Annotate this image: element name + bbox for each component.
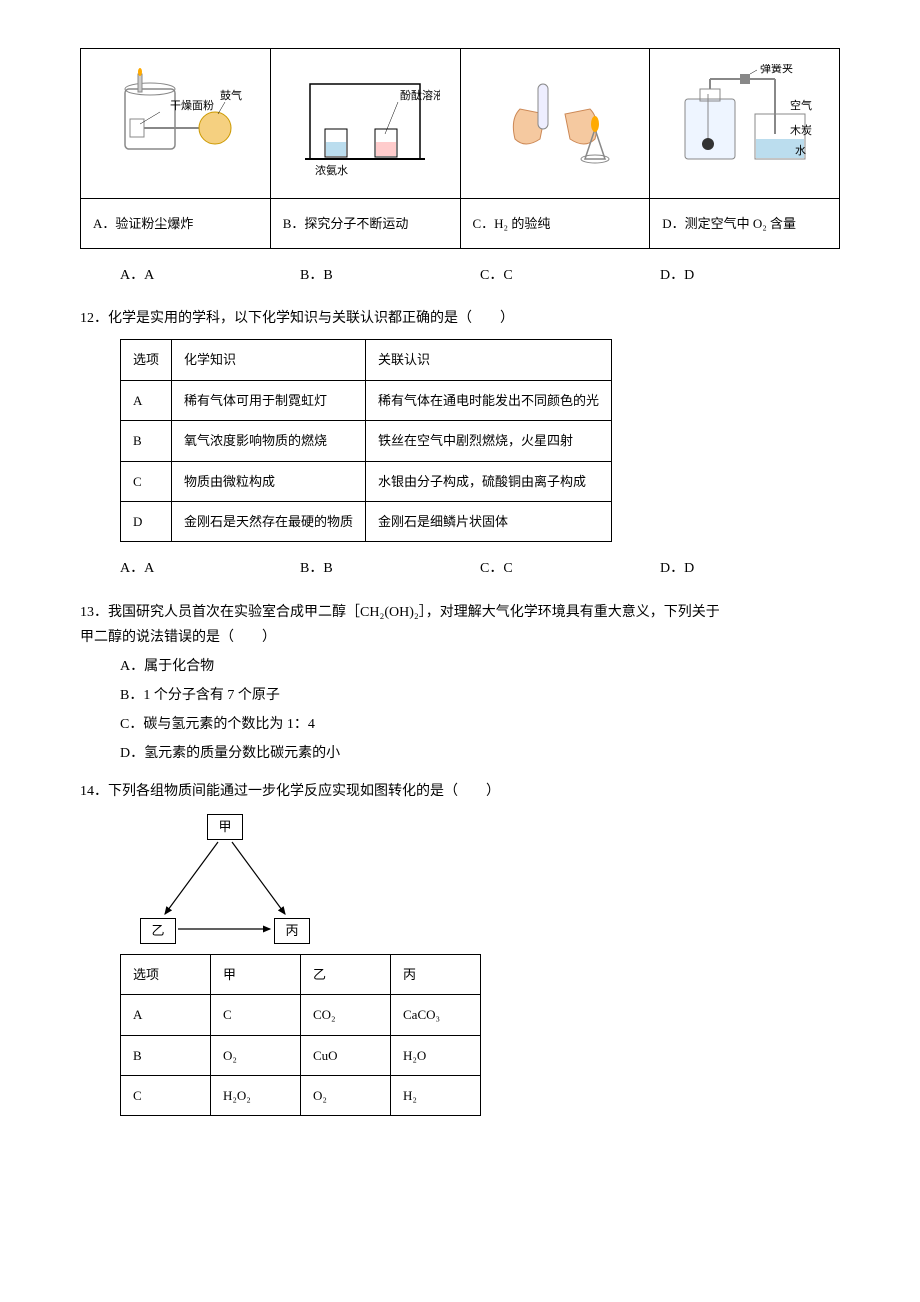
tri-left: 乙 xyxy=(140,918,176,944)
q12-r2-right: 水银由分子构成，硫酸铜由离子构成 xyxy=(366,461,612,501)
label-phenol: 酚酞溶液 xyxy=(400,88,440,102)
q14-r0-a: C xyxy=(211,995,301,1035)
caption-d: D．测定空气中 O₂ 含量 xyxy=(650,199,840,249)
choice-b: B．B xyxy=(300,263,480,288)
diagram-cell-b: 浓氨水 酚酞溶液 xyxy=(270,49,460,199)
h2-purity-diagram xyxy=(490,64,620,184)
tri-top: 甲 xyxy=(207,814,243,840)
q14-r1-a: O₂ xyxy=(211,1035,301,1075)
label-air: 空气 xyxy=(790,98,812,112)
tri-right: 丙 xyxy=(274,918,310,944)
q13-stem-b: 甲二醇的说法错误的是（ ） xyxy=(80,625,840,650)
q12-stem: 12．化学是实用的学科，以下化学知识与关联认识都正确的是（ ） xyxy=(80,306,840,331)
q14-r2-opt: C xyxy=(121,1076,211,1116)
q14-r1-c: H₂O xyxy=(391,1035,481,1075)
label-clip: 弹簧夹 xyxy=(760,64,793,75)
q13-opt-d: D．氢元素的质量分数比碳元素的小 xyxy=(80,741,840,766)
q12-r1-opt: B xyxy=(121,421,172,461)
label-blow: 鼓气 xyxy=(220,88,242,102)
caption-b: B．探究分子不断运动 xyxy=(270,199,460,249)
choice-d: D．D xyxy=(660,556,840,581)
q12-choices: A．A B．B C．C D．D xyxy=(80,550,840,587)
q12-r3-left: 金刚石是天然存在最硬的物质 xyxy=(172,501,366,541)
label-water: 水 xyxy=(795,144,806,157)
q14-hdr-opt: 选项 xyxy=(121,954,211,994)
q12-table: 选项 化学知识 关联认识 A 稀有气体可用于制霓虹灯 稀有气体在通电时能发出不同… xyxy=(120,339,612,542)
q14-r1-b: CuO xyxy=(301,1035,391,1075)
q13-opt-a: A．属于化合物 xyxy=(80,654,840,679)
q13-opt-c: C．碳与氢元素的个数比为 1：4 xyxy=(80,712,840,737)
q12-hdr-right: 关联认识 xyxy=(366,340,612,380)
question-14: 14．下列各组物质间能通过一步化学反应实现如图转化的是（ ） 甲 乙 丙 选项 … xyxy=(80,779,840,1117)
q12-r2-opt: C xyxy=(121,461,172,501)
q12-r1-left: 氧气浓度影响物质的燃烧 xyxy=(172,421,366,461)
label-charcoal: 木炭 xyxy=(790,124,812,137)
q11-choices: A．A B．B C．C D．D xyxy=(80,257,840,294)
flour-explosion-diagram: 干燥面粉 鼓气 xyxy=(100,64,250,184)
question-13: 13．我国研究人员首次在实验室合成甲二醇［CH₂(OH)₂］，对理解大气化学环境… xyxy=(80,600,840,767)
q14-table: 选项 甲 乙 丙 A C CO₂ CaCO₃ B O₂ CuO H₂O C H₂… xyxy=(120,954,481,1117)
experiment-table: 干燥面粉 鼓气 浓氨水 酚酞溶液 xyxy=(80,48,840,249)
q14-r0-c: CaCO₃ xyxy=(391,995,481,1035)
choice-d: D．D xyxy=(660,263,840,288)
q12-r0-right: 稀有气体在通电时能发出不同颜色的光 xyxy=(366,380,612,420)
o2-measure-diagram: 弹簧夹 空气 木炭 水 xyxy=(670,64,820,184)
q12-r3-right: 金刚石是细鳞片状固体 xyxy=(366,501,612,541)
q14-r2-b: O₂ xyxy=(301,1076,391,1116)
q14-r2-a: H₂O₂ xyxy=(211,1076,301,1116)
q14-hdr-b: 乙 xyxy=(301,954,391,994)
q12-r3-opt: D xyxy=(121,501,172,541)
triangle-diagram: 甲 乙 丙 xyxy=(140,814,310,944)
choice-a: A．A xyxy=(120,556,300,581)
choice-b: B．B xyxy=(300,556,480,581)
diagram-cell-d: 弹簧夹 空气 木炭 水 xyxy=(650,49,840,199)
molecule-motion-diagram: 浓氨水 酚酞溶液 xyxy=(290,64,440,184)
q14-hdr-c: 丙 xyxy=(391,954,481,994)
q14-r1-opt: B xyxy=(121,1035,211,1075)
q12-hdr-opt: 选项 xyxy=(121,340,172,380)
label-flour: 干燥面粉 xyxy=(170,99,214,112)
q12-r0-opt: A xyxy=(121,380,172,420)
caption-a: A．验证粉尘爆炸 xyxy=(81,199,271,249)
caption-c: C．H₂ 的验纯 xyxy=(460,199,650,249)
q14-r2-c: H₂ xyxy=(391,1076,481,1116)
q12-hdr-left: 化学知识 xyxy=(172,340,366,380)
q13-stem-a: 13．我国研究人员首次在实验室合成甲二醇［CH₂(OH)₂］，对理解大气化学环境… xyxy=(80,600,840,625)
choice-c: C．C xyxy=(480,263,660,288)
question-12: 12．化学是实用的学科，以下化学知识与关联认识都正确的是（ ） 选项 化学知识 … xyxy=(80,306,840,587)
diagram-cell-c xyxy=(460,49,650,199)
q12-r1-right: 铁丝在空气中剧烈燃烧，火星四射 xyxy=(366,421,612,461)
choice-a: A．A xyxy=(120,263,300,288)
q14-hdr-a: 甲 xyxy=(211,954,301,994)
choice-c: C．C xyxy=(480,556,660,581)
q12-r2-left: 物质由微粒构成 xyxy=(172,461,366,501)
label-ammonia: 浓氨水 xyxy=(315,164,348,177)
q14-r0-opt: A xyxy=(121,995,211,1035)
diagram-cell-a: 干燥面粉 鼓气 xyxy=(81,49,271,199)
q12-r0-left: 稀有气体可用于制霓虹灯 xyxy=(172,380,366,420)
q14-r0-b: CO₂ xyxy=(301,995,391,1035)
q14-stem: 14．下列各组物质间能通过一步化学反应实现如图转化的是（ ） xyxy=(80,779,840,804)
q13-opt-b: B．1 个分子含有 7 个原子 xyxy=(80,683,840,708)
